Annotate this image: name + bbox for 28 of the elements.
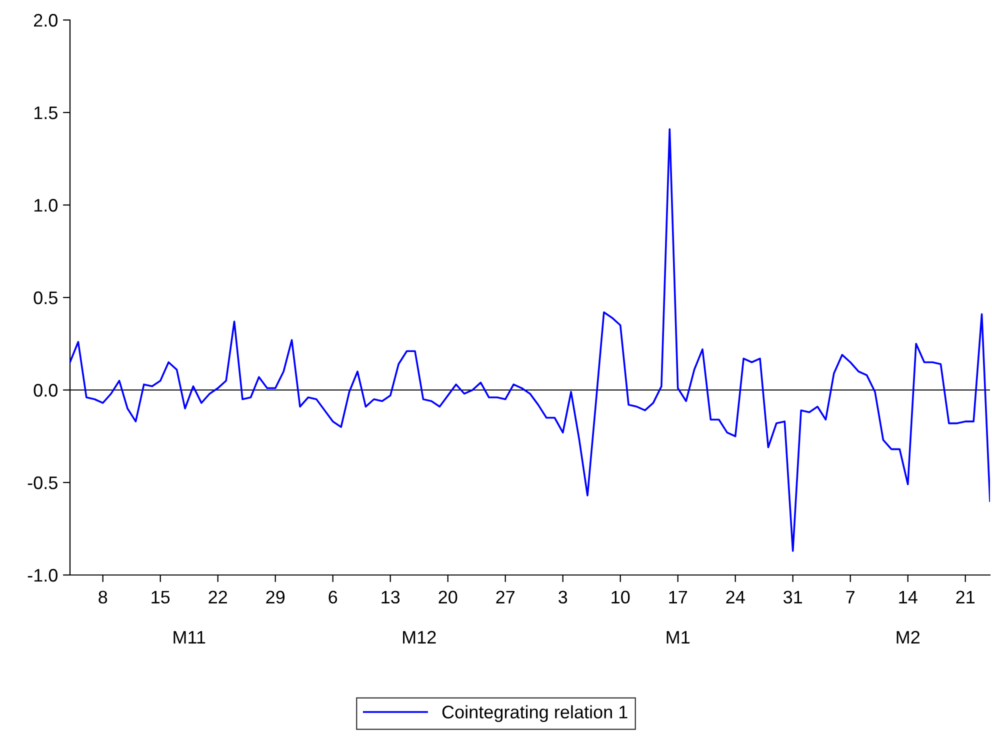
- x-tick-label: 27: [496, 590, 514, 604]
- y-tick-label: -1.0: [28, 568, 58, 582]
- x-tick-label: 20: [438, 590, 458, 604]
- x-tick-label: 14: [899, 590, 918, 604]
- x-tick-label: 8: [98, 590, 108, 604]
- x-tick-label: 24: [726, 590, 745, 604]
- y-tick-label: 0.0: [34, 384, 58, 397]
- x-tick-label: 17: [669, 590, 687, 604]
- x-tick-label: 3: [558, 590, 568, 604]
- text: M12: [403, 630, 436, 644]
- y-tick-label: 1.5: [34, 106, 58, 120]
- x-tick-label: 22: [208, 590, 227, 604]
- x-tick-label: 7: [846, 590, 854, 604]
- x-tick-label: 6: [328, 590, 338, 604]
- y-tick-label: -0.5: [28, 476, 58, 490]
- text: M2: [896, 630, 920, 644]
- x-tick-label: 29: [266, 590, 285, 604]
- x-tick-label: 21: [956, 590, 975, 604]
- y-tick-label: 1.0: [34, 198, 58, 212]
- text: M1: [666, 631, 690, 644]
- x-tick-label: 31: [784, 590, 802, 604]
- x-tick-label: 10: [612, 590, 630, 604]
- x-tick-label: 15: [152, 590, 170, 604]
- y-tick-label: 0.5: [34, 291, 58, 304]
- text: M11: [174, 631, 206, 644]
- legend-label: Cointegrating relation 1: [442, 705, 628, 722]
- y-tick-label: 2.0: [34, 14, 58, 27]
- x-tick-label: 13: [382, 590, 400, 604]
